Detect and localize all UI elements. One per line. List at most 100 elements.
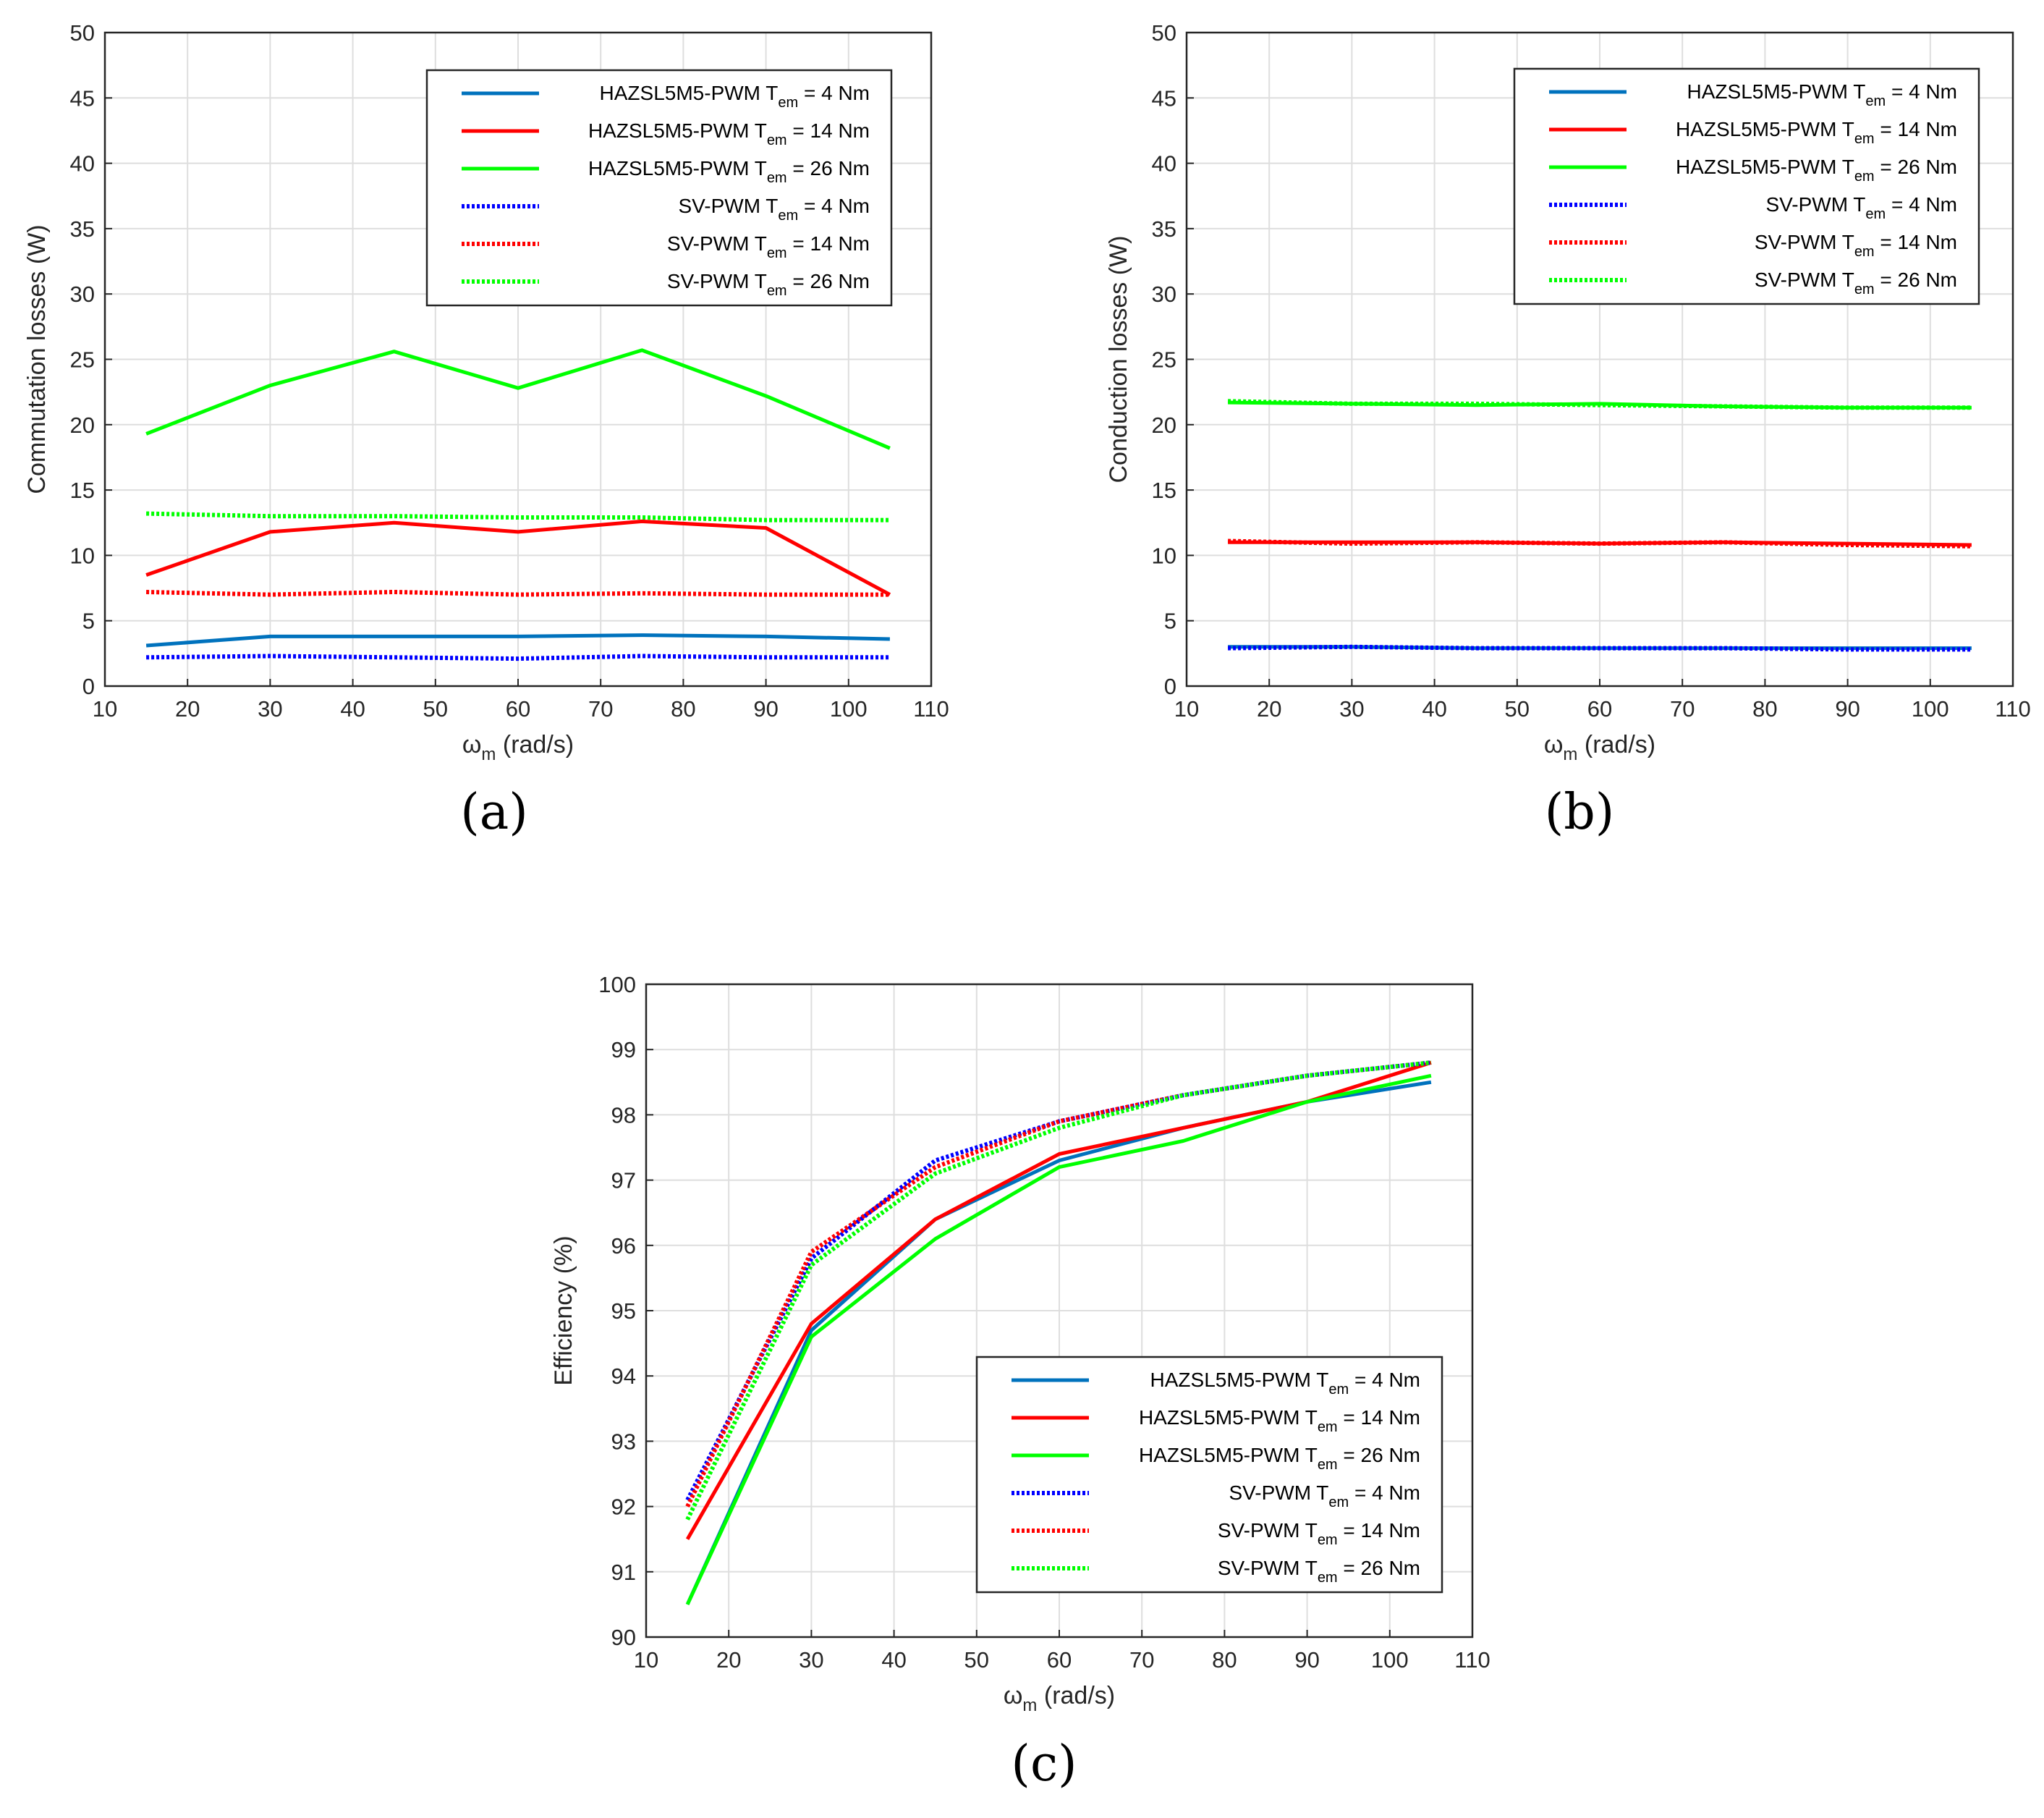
legend-label-1: HAZSL5M5-PWM Tem = 4 Nm bbox=[1150, 1369, 1420, 1398]
y-axis-label: Efficiency (%) bbox=[550, 1235, 577, 1385]
legend-box bbox=[1513, 67, 1980, 305]
chart-panel-1: 10 20 30 40 50 60 70 80 90 100 110 0 5 10 15 20 25 30 35 40… bbox=[23, 20, 949, 841]
x-tick-label: 40 bbox=[340, 696, 365, 722]
y-tick-label: 40 bbox=[70, 151, 95, 177]
y-tick-label: 10 bbox=[70, 543, 95, 568]
panel-label: (b) bbox=[1545, 784, 1615, 841]
y-tick-label: 45 bbox=[70, 85, 95, 111]
y-tick-label: 100 bbox=[598, 972, 636, 997]
x-tick-label: 90 bbox=[1294, 1647, 1319, 1673]
y-tick-label: 50 bbox=[1152, 20, 1176, 46]
legend-label-2: HAZSL5M5-PWM Tem = 14 Nm bbox=[1139, 1406, 1420, 1435]
y-tick-label: 20 bbox=[1152, 413, 1176, 438]
y-axis-label: Conduction losses (W) bbox=[1105, 235, 1132, 483]
x-tick-label: 110 bbox=[1454, 1647, 1490, 1673]
y-tick-label: 40 bbox=[1152, 151, 1176, 177]
y-tick-label: 35 bbox=[70, 216, 95, 242]
legend-label-1: HAZSL5M5-PWM Tem = 4 Nm bbox=[600, 82, 870, 111]
legend-label-2: HAZSL5M5-PWM Tem = 14 Nm bbox=[1676, 118, 1957, 147]
legend-label-4: SV-PWM Tem = 4 Nm bbox=[1765, 193, 1957, 222]
chart-panel-2: 10 20 30 40 50 60 70 80 90 100 110 0 5 10 15 20 25 30 35 40… bbox=[1105, 20, 2031, 841]
y-tick-label: 15 bbox=[70, 478, 95, 503]
y-tick-label: 10 bbox=[1152, 543, 1176, 568]
y-tick-label: 91 bbox=[611, 1560, 636, 1585]
y-tick-label: 97 bbox=[611, 1168, 636, 1193]
x-tick-label: 90 bbox=[753, 696, 778, 722]
x-tick-label: 20 bbox=[175, 696, 200, 722]
y-tick-label: 35 bbox=[1152, 216, 1176, 242]
y-tick-label: 5 bbox=[1164, 609, 1176, 634]
y-tick-label: 96 bbox=[611, 1233, 636, 1259]
x-tick-label: 100 bbox=[1912, 696, 1949, 722]
y-tick-label: 15 bbox=[1152, 478, 1176, 503]
legend-label-2: HAZSL5M5-PWM Tem = 14 Nm bbox=[588, 119, 870, 148]
x-tick-label: 110 bbox=[1995, 696, 2030, 722]
series-group bbox=[1228, 399, 1972, 652]
chart-panel-3: 10 20 30 40 50 60 70 80 90 100 110 90 91 92 93 94 95 96 97… bbox=[550, 972, 1490, 1793]
x-tick-label: 70 bbox=[588, 696, 613, 722]
legend-label-3: HAZSL5M5-PWM Tem = 26 Nm bbox=[1139, 1444, 1420, 1473]
series-group bbox=[685, 1060, 1432, 1605]
legend-label-3: HAZSL5M5-PWM Tem = 26 Nm bbox=[1676, 156, 1957, 185]
x-axis-label: ωm (rad/s) bbox=[462, 731, 574, 764]
legend-label-6: SV-PWM Tem = 26 Nm bbox=[667, 270, 870, 299]
y-tick-label: 0 bbox=[82, 674, 95, 699]
x-tick-label: 30 bbox=[258, 696, 282, 722]
panel-label: (c) bbox=[1011, 1735, 1077, 1793]
y-tick-label: 50 bbox=[70, 20, 95, 46]
x-tick-label: 10 bbox=[1174, 696, 1199, 722]
x-tick-label: 80 bbox=[671, 696, 695, 722]
legend-label-3: HAZSL5M5-PWM Tem = 26 Nm bbox=[588, 157, 870, 186]
x-axis-label: ωm (rad/s) bbox=[1004, 1682, 1115, 1715]
x-tick-label: 70 bbox=[1670, 696, 1695, 722]
y-tick-label: 30 bbox=[1152, 282, 1176, 307]
legend-label-4: SV-PWM Tem = 4 Nm bbox=[1229, 1481, 1420, 1510]
y-tick-label: 92 bbox=[611, 1494, 636, 1520]
x-tick-label: 50 bbox=[1505, 696, 1530, 722]
legend-label-6: SV-PWM Tem = 26 Nm bbox=[1218, 1557, 1420, 1586]
y-tick-label: 98 bbox=[611, 1102, 636, 1128]
x-tick-label: 100 bbox=[1371, 1647, 1409, 1673]
x-tick-label: 70 bbox=[1129, 1647, 1154, 1673]
legend-box bbox=[425, 69, 893, 307]
y-tick-label: 20 bbox=[70, 413, 95, 438]
legend-label-5: SV-PWM Tem = 14 Nm bbox=[1755, 231, 1957, 260]
y-tick-label: 0 bbox=[1164, 674, 1176, 699]
x-tick-label: 40 bbox=[1422, 696, 1446, 722]
y-tick-label: 30 bbox=[70, 282, 95, 307]
legend: HAZSL5M5-PWM Tem = 4 Nm HAZSL5M5-PWM Tem … bbox=[1513, 67, 1980, 305]
x-tick-label: 40 bbox=[881, 1647, 906, 1673]
legend: HAZSL5M5-PWM Tem = 4 Nm HAZSL5M5-PWM Tem … bbox=[425, 69, 893, 307]
x-tick-label: 80 bbox=[1212, 1647, 1237, 1673]
series-group bbox=[145, 348, 891, 661]
legend-label-4: SV-PWM Tem = 4 Nm bbox=[678, 195, 870, 224]
y-tick-label: 25 bbox=[70, 347, 95, 373]
x-tick-label: 20 bbox=[716, 1647, 741, 1673]
x-tick-label: 60 bbox=[506, 696, 530, 722]
x-tick-label: 10 bbox=[634, 1647, 658, 1673]
x-tick-label: 80 bbox=[1752, 696, 1777, 722]
legend-label-5: SV-PWM Tem = 14 Nm bbox=[1218, 1519, 1420, 1548]
y-tick-label: 90 bbox=[611, 1625, 636, 1650]
y-tick-label: 45 bbox=[1152, 85, 1176, 111]
x-tick-label: 50 bbox=[964, 1647, 989, 1673]
y-tick-label: 5 bbox=[82, 609, 95, 634]
panel-label: (a) bbox=[460, 784, 528, 841]
x-tick-label: 30 bbox=[1339, 696, 1364, 722]
y-tick-label: 99 bbox=[611, 1037, 636, 1062]
y-axis-label: Commutation losses (W) bbox=[23, 224, 51, 494]
x-tick-label: 60 bbox=[1047, 1647, 1072, 1673]
x-tick-label: 90 bbox=[1835, 696, 1859, 722]
legend-box bbox=[975, 1356, 1443, 1594]
legend-label-1: HAZSL5M5-PWM Tem = 4 Nm bbox=[1687, 80, 1957, 109]
x-tick-label: 50 bbox=[423, 696, 448, 722]
legend-label-5: SV-PWM Tem = 14 Nm bbox=[667, 232, 870, 261]
x-tick-label: 20 bbox=[1257, 696, 1281, 722]
x-tick-label: 10 bbox=[93, 696, 117, 722]
y-tick-label: 94 bbox=[611, 1364, 636, 1389]
x-tick-label: 100 bbox=[830, 696, 868, 722]
x-tick-label: 110 bbox=[913, 696, 949, 722]
y-tick-label: 25 bbox=[1152, 347, 1176, 373]
x-axis-label: ωm (rad/s) bbox=[1544, 731, 1655, 764]
